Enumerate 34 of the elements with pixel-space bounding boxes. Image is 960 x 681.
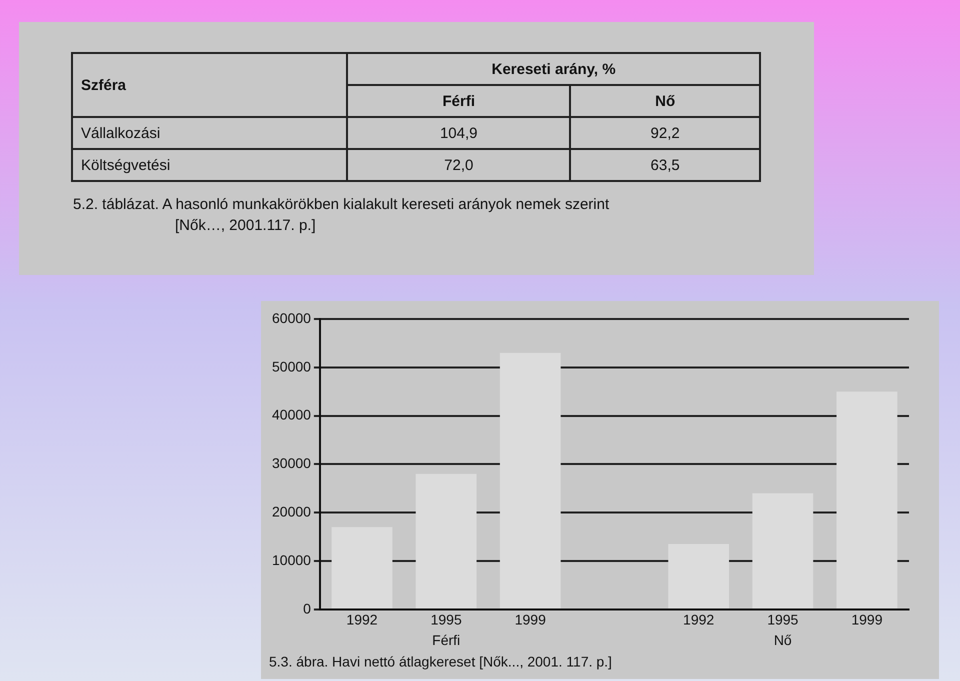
bar [836, 392, 898, 608]
x-tick-label: 1999 [851, 612, 883, 628]
x-tick-label: 1992 [683, 612, 714, 628]
category-label: Férfi [347, 85, 570, 117]
y-tick-label: 60000 [272, 310, 312, 326]
bar [416, 474, 477, 608]
bar [752, 493, 814, 608]
x-tick-label: 1992 [346, 612, 378, 628]
y-tick-label: 40000 [272, 406, 312, 423]
text: 104,9 [440, 124, 478, 142]
text: 72,0 [444, 156, 474, 174]
text: 63,5 [650, 156, 680, 174]
y-tick-label: 0 [303, 600, 312, 616]
y-tick-label: 20000 [272, 503, 312, 520]
y-tick-label: 10000 [272, 552, 312, 568]
category-label: Nő [570, 85, 760, 117]
x-tick-label: 1995 [430, 612, 462, 628]
y-tick-label: 30000 [272, 455, 312, 472]
bar [332, 527, 392, 608]
text: Nő [774, 632, 792, 648]
x-tick-label: 1999 [514, 612, 546, 628]
x-tick-label: 1995 [767, 612, 799, 628]
text: 5.3. ábra. Havi nettó átlagkereset [Nők..., 2001. 117. p.] [269, 653, 612, 670]
category-label: Költségvetési [81, 156, 170, 174]
y-tick-label: 50000 [272, 358, 312, 374]
bar [500, 352, 561, 608]
category-label: Vállalkozási [81, 124, 160, 142]
text: [Nők…, 2001.117. p.] [174, 216, 317, 236]
text: 5.2. táblázat. A hasonló munkakörökben kialakult kereseti arányok nemek szerint [73, 195, 610, 215]
text: 92,2 [650, 124, 680, 142]
bar [668, 544, 730, 608]
text: Férfi [432, 632, 460, 648]
text: Szféra [72, 53, 348, 117]
text: Kereseti arány, % [347, 53, 760, 85]
